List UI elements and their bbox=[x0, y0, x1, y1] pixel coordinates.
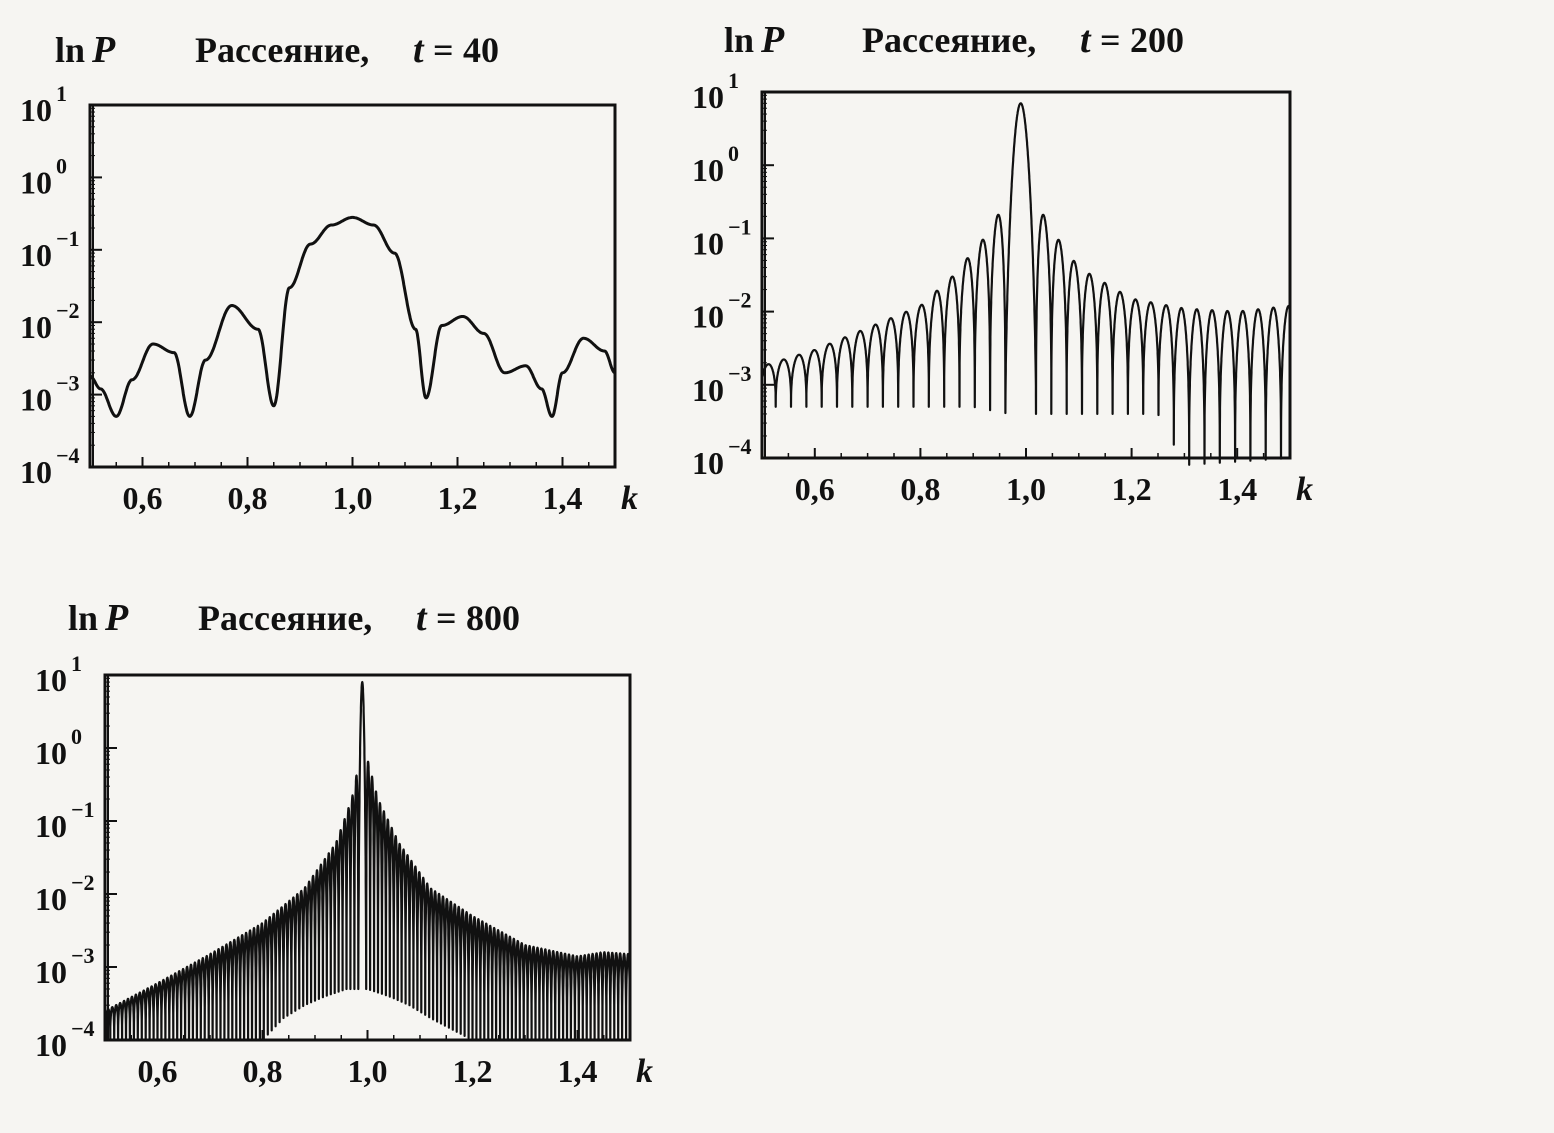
y-tick-label: 10 bbox=[692, 152, 724, 188]
panel-title-value: 800 bbox=[466, 598, 520, 638]
y-tick-exponent: −3 bbox=[56, 371, 80, 396]
y-tick-label: 10 bbox=[692, 79, 724, 115]
y-tick-exponent: −1 bbox=[56, 226, 80, 251]
y-tick-label: 10 bbox=[692, 445, 724, 481]
y-tick-exponent: −2 bbox=[728, 288, 752, 313]
series-line bbox=[103, 681, 632, 1042]
x-tick-label: 0,6 bbox=[795, 471, 835, 507]
y-tick-label: 10 bbox=[20, 309, 52, 345]
plot-frame bbox=[760, 90, 1292, 460]
x-axis-label: k bbox=[621, 480, 638, 517]
x-tick-label: 0,6 bbox=[123, 480, 163, 516]
y-tick-label: 10 bbox=[35, 735, 67, 771]
y-tick-exponent: −1 bbox=[71, 797, 95, 822]
y-tick-exponent: 0 bbox=[56, 153, 67, 178]
y-tick-label: 10 bbox=[20, 454, 52, 490]
plot-frame bbox=[88, 103, 617, 469]
panel-title: Рассеяние, bbox=[862, 20, 1036, 60]
y-tick-label: 10 bbox=[692, 372, 724, 408]
y-tick-exponent: −2 bbox=[71, 870, 95, 895]
ylabel-ln: ln bbox=[724, 20, 754, 60]
x-tick-label: 1,0 bbox=[333, 480, 373, 516]
y-tick-exponent: −3 bbox=[71, 943, 95, 968]
y-tick-exponent: −4 bbox=[56, 443, 80, 468]
y-tick-label: 10 bbox=[692, 299, 724, 335]
x-tick-label: 0,6 bbox=[138, 1053, 178, 1089]
ylabel-var: P bbox=[104, 597, 129, 639]
y-tick-label: 10 bbox=[35, 662, 67, 698]
x-axis-label: k bbox=[636, 1053, 653, 1090]
y-tick-exponent: −2 bbox=[56, 298, 80, 323]
y-tick-label: 10 bbox=[35, 881, 67, 917]
series-line bbox=[89, 215, 616, 418]
y-tick-label: 10 bbox=[35, 954, 67, 990]
ylabel-var: P bbox=[760, 19, 785, 61]
panel-title-var: t bbox=[416, 597, 428, 639]
ylabel-var: P bbox=[91, 29, 116, 71]
y-tick-exponent: 0 bbox=[71, 724, 82, 749]
y-tick-exponent: 1 bbox=[728, 68, 739, 93]
panel-title-value: 40 bbox=[463, 30, 499, 70]
y-tick-exponent: 1 bbox=[71, 651, 82, 676]
y-tick-exponent: 0 bbox=[728, 141, 739, 166]
y-tick-label: 10 bbox=[692, 225, 724, 261]
x-tick-label: 1,2 bbox=[1112, 471, 1152, 507]
x-tick-label: 1,4 bbox=[558, 1053, 598, 1089]
x-tick-label: 0,8 bbox=[228, 480, 268, 516]
x-tick-label: 1,0 bbox=[348, 1053, 388, 1089]
ylabel-ln: ln bbox=[68, 598, 98, 638]
panel-title-equals: = bbox=[433, 30, 454, 70]
x-tick-label: 1,2 bbox=[438, 480, 478, 516]
ylabel-ln: ln bbox=[55, 30, 85, 70]
panel-title-var: t bbox=[1080, 19, 1092, 61]
y-tick-exponent: −3 bbox=[728, 361, 752, 386]
x-tick-label: 1,2 bbox=[453, 1053, 493, 1089]
x-tick-label: 1,0 bbox=[1006, 471, 1046, 507]
x-tick-label: 1,4 bbox=[543, 480, 583, 516]
y-tick-label: 10 bbox=[20, 164, 52, 200]
y-tick-label: 10 bbox=[20, 237, 52, 273]
y-tick-exponent: −1 bbox=[728, 214, 752, 239]
x-tick-label: 0,8 bbox=[900, 471, 940, 507]
panel-title-equals: = bbox=[436, 598, 457, 638]
panel-title-var: t bbox=[413, 29, 425, 71]
x-tick-label: 0,8 bbox=[243, 1053, 283, 1089]
y-tick-exponent: −4 bbox=[728, 434, 752, 459]
panel-title-equals: = bbox=[1100, 20, 1121, 60]
panel-title-value: 200 bbox=[1130, 20, 1184, 60]
x-tick-label: 1,4 bbox=[1217, 471, 1257, 507]
panel-title: Рассеяние, bbox=[198, 598, 372, 638]
y-tick-label: 10 bbox=[20, 382, 52, 418]
y-tick-label: 10 bbox=[20, 92, 52, 128]
x-axis-label: k bbox=[1296, 471, 1313, 508]
series-line bbox=[760, 102, 1292, 466]
y-tick-label: 10 bbox=[35, 1027, 67, 1063]
y-tick-label: 10 bbox=[35, 808, 67, 844]
y-tick-exponent: −4 bbox=[71, 1016, 95, 1041]
chart-panel-t40: ln P Рассеяние, t = 400,6 0,8 1,0 1,2 1,4 k10 −410−… bbox=[20, 29, 638, 517]
panel-title: Рассеяние, bbox=[195, 30, 369, 70]
y-tick-exponent: 1 bbox=[56, 81, 67, 106]
